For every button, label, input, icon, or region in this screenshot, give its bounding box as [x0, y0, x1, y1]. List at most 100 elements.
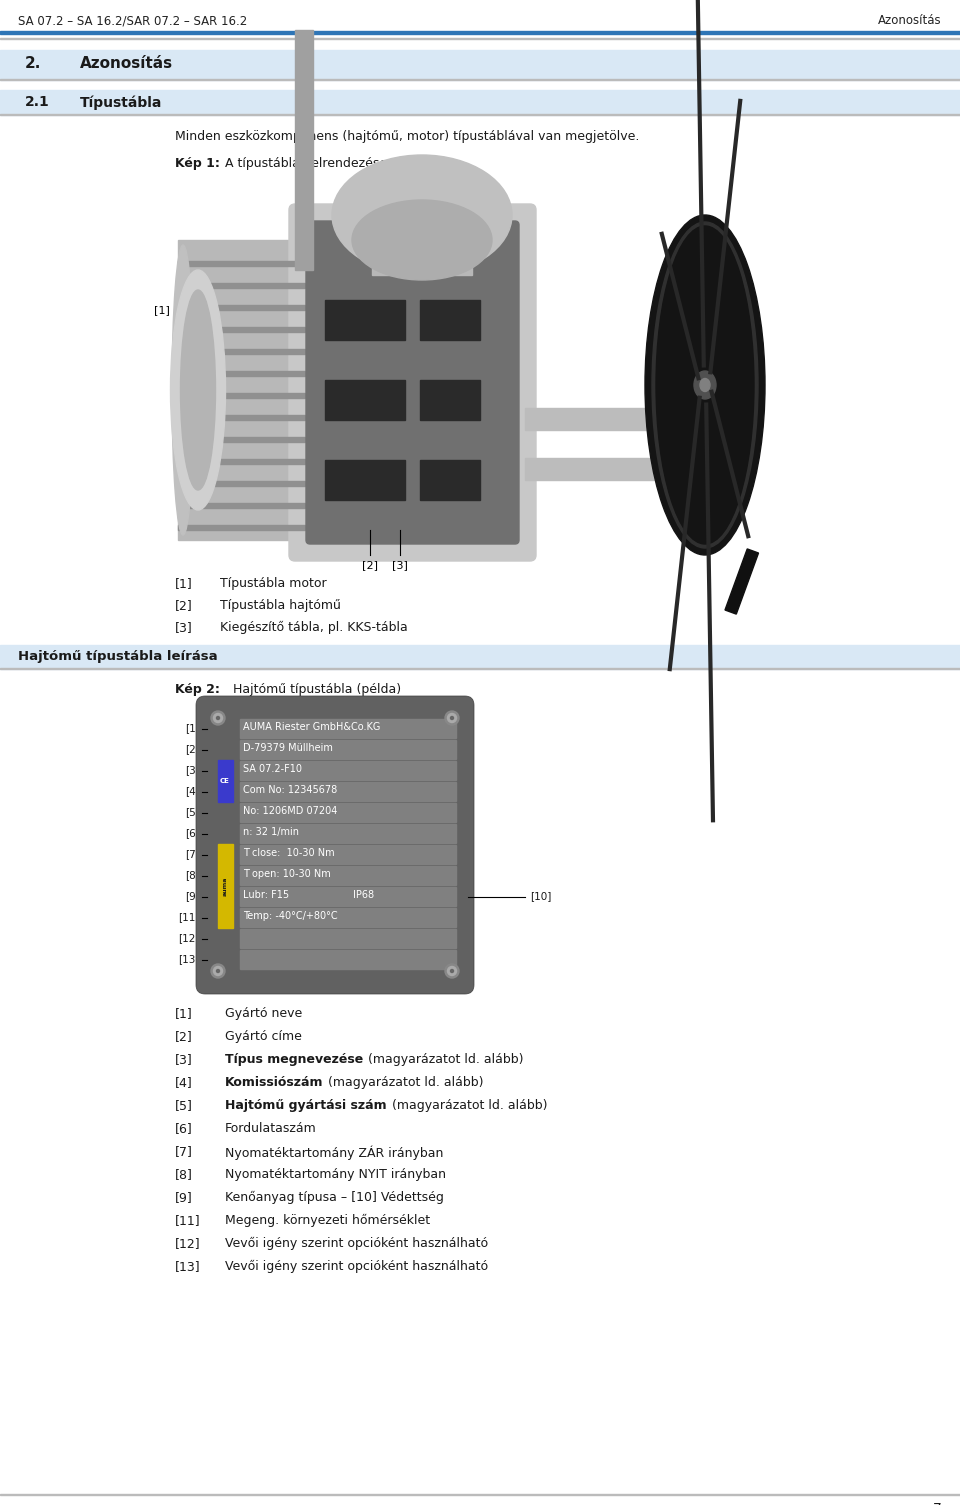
Bar [240, 908, 456, 927]
Circle shape [213, 713, 223, 722]
Text: Nyomatéktartomány ZÁR irányban: Nyomatéktartomány ZÁR irányban [225, 1145, 444, 1159]
Text: Temp: -40°C/+80°C: Temp: -40°C/+80°C [243, 911, 338, 921]
Text: IP68: IP68 [353, 889, 374, 900]
Text: Hajtómű gyártási szám: Hajtómű gyártási szám [225, 1099, 387, 1112]
Ellipse shape [694, 372, 716, 399]
Text: T close:  10-30 Nm: T close: 10-30 Nm [243, 847, 335, 858]
Text: AUMA Riester GmbH&Co.KG: AUMA Riester GmbH&Co.KG [243, 722, 380, 731]
Text: [5]: [5] [185, 808, 200, 817]
Text: D-79379 Müllheim: D-79379 Müllheim [243, 743, 333, 752]
Text: [1]: [1] [175, 1007, 193, 1020]
Text: [1]: [1] [175, 576, 193, 590]
Circle shape [450, 969, 453, 972]
Text: Típustábla hajtómű: Típustábla hajtómű [220, 599, 341, 613]
Bar [420, 299, 480, 340]
Text: Komissiószám: Komissiószám [225, 1076, 324, 1090]
Bar [178, 327, 305, 333]
Ellipse shape [700, 378, 710, 391]
Bar [178, 372, 305, 376]
Bar [178, 525, 305, 530]
Text: [2]: [2] [175, 1029, 193, 1043]
Bar [240, 783, 456, 801]
Circle shape [447, 713, 457, 722]
Bar [240, 950, 456, 969]
Text: [6]: [6] [175, 1123, 193, 1135]
Text: [4]: [4] [175, 1076, 193, 1090]
Ellipse shape [180, 290, 215, 491]
Bar [240, 719, 456, 737]
Text: [1]: [1] [185, 724, 200, 733]
Text: [5]: [5] [175, 1099, 193, 1112]
Text: [9]: [9] [175, 1190, 193, 1204]
Ellipse shape [352, 200, 492, 280]
Text: (magyarázatot ld. alább): (magyarázatot ld. alább) [388, 1099, 547, 1112]
Text: [3]: [3] [175, 1054, 193, 1066]
Text: 2.: 2. [25, 56, 41, 71]
Bar [295, 30, 313, 269]
Circle shape [211, 710, 225, 725]
Text: Azonosítás: Azonosítás [80, 56, 173, 71]
Text: [8]: [8] [175, 1168, 193, 1181]
Text: Gyártó neve: Gyártó neve [225, 1007, 302, 1020]
Bar [178, 283, 305, 287]
Text: T open: 10-30 Nm: T open: 10-30 Nm [243, 868, 331, 879]
Text: Lubr: F15: Lubr: F15 [243, 889, 289, 900]
Text: [8]: [8] [185, 870, 200, 880]
Bar [178, 459, 305, 464]
Bar [240, 844, 456, 864]
Text: Típustábla motor: Típustábla motor [220, 576, 326, 590]
Circle shape [450, 716, 453, 719]
Bar [240, 740, 456, 759]
Bar [178, 239, 305, 540]
Text: Kép 2:: Kép 2: [175, 683, 220, 695]
Text: [3]: [3] [185, 766, 200, 775]
Bar [525, 408, 660, 430]
Bar [0, 646, 960, 670]
Bar [725, 549, 758, 614]
Text: [12]: [12] [175, 1237, 201, 1251]
Text: [11]: [11] [179, 912, 200, 923]
Bar [525, 458, 660, 480]
Text: (magyarázatot ld. alább): (magyarázatot ld. alább) [364, 1054, 524, 1066]
Bar [178, 436, 305, 442]
FancyBboxPatch shape [306, 221, 519, 543]
Text: [2]: [2] [185, 745, 200, 754]
Text: No: 1206MD 07204: No: 1206MD 07204 [243, 807, 337, 816]
Text: 2.1: 2.1 [25, 95, 50, 108]
Text: Kenőanyag típusa – [10] Védettség: Kenőanyag típusa – [10] Védettség [225, 1190, 444, 1204]
FancyBboxPatch shape [289, 205, 536, 561]
Text: SA 07.2-F10: SA 07.2-F10 [243, 765, 302, 774]
Circle shape [213, 966, 223, 975]
Ellipse shape [172, 245, 194, 534]
Text: Nyomatéktartomány NYIT irányban: Nyomatéktartomány NYIT irányban [225, 1168, 446, 1181]
Text: Megeng. környezeti hőmérséklet: Megeng. környezeti hőmérséklet [225, 1215, 430, 1227]
Bar [420, 379, 480, 420]
Text: (magyarázatot ld. alább): (magyarázatot ld. alább) [324, 1076, 484, 1090]
Text: auma: auma [223, 876, 228, 895]
Bar [325, 299, 405, 340]
Text: A típustáblák elrendezése: A típustáblák elrendezése [213, 157, 387, 170]
Text: Azonosítás: Azonosítás [878, 14, 942, 27]
Ellipse shape [171, 269, 226, 510]
Text: [3]: [3] [392, 560, 408, 570]
FancyBboxPatch shape [196, 695, 474, 993]
Text: Típus megnevezése: Típus megnevezése [225, 1054, 363, 1066]
Text: Kép 1:: Kép 1: [175, 157, 220, 170]
Bar [240, 825, 456, 843]
Bar [218, 844, 233, 929]
Text: Com No: 12345678: Com No: 12345678 [243, 786, 337, 795]
Bar [240, 762, 456, 780]
Bar [240, 865, 456, 885]
Text: [10]: [10] [530, 891, 551, 901]
Text: [9]: [9] [185, 891, 200, 901]
Bar [0, 30, 960, 35]
Text: Típustábla: Típustábla [80, 95, 162, 110]
Bar [325, 461, 405, 500]
Bar [178, 393, 305, 397]
Bar [420, 461, 480, 500]
Circle shape [217, 969, 220, 972]
Bar [178, 349, 305, 354]
Bar [178, 260, 305, 266]
Text: Minden eszközkomponens (hajtómű, motor) típustáblával van megjetölve.: Minden eszközkomponens (hajtómű, motor) … [175, 129, 639, 143]
Bar [372, 220, 472, 275]
